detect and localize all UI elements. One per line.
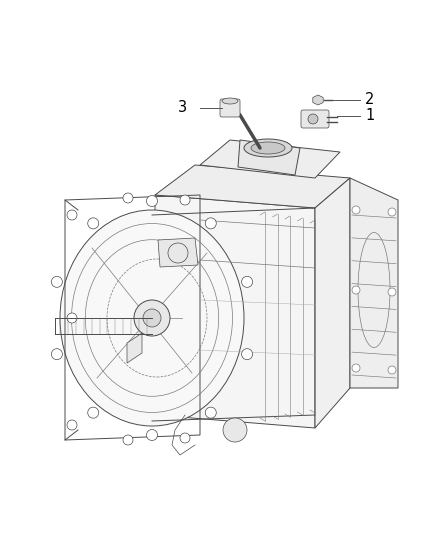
Circle shape [146, 430, 158, 440]
Polygon shape [155, 195, 315, 428]
Circle shape [168, 243, 188, 263]
Circle shape [223, 418, 247, 442]
Circle shape [67, 210, 77, 220]
Text: 2: 2 [365, 93, 374, 108]
Circle shape [67, 420, 77, 430]
Text: 3: 3 [178, 101, 187, 116]
Ellipse shape [222, 98, 238, 104]
Polygon shape [350, 178, 398, 388]
Text: 1: 1 [365, 109, 374, 124]
Circle shape [352, 364, 360, 372]
Polygon shape [158, 238, 198, 267]
Circle shape [242, 349, 253, 360]
Ellipse shape [244, 139, 292, 157]
Polygon shape [315, 178, 350, 428]
Circle shape [308, 114, 318, 124]
Ellipse shape [60, 210, 244, 426]
Circle shape [352, 206, 360, 214]
Circle shape [205, 218, 216, 229]
Circle shape [88, 218, 99, 229]
Circle shape [388, 288, 396, 296]
Polygon shape [155, 165, 350, 208]
Circle shape [123, 193, 133, 203]
FancyBboxPatch shape [220, 99, 240, 117]
Polygon shape [127, 333, 142, 363]
Circle shape [123, 435, 133, 445]
Circle shape [88, 407, 99, 418]
Circle shape [352, 286, 360, 294]
Circle shape [146, 196, 158, 206]
FancyBboxPatch shape [301, 110, 329, 128]
Circle shape [205, 407, 216, 418]
Circle shape [51, 276, 62, 287]
Polygon shape [238, 140, 300, 175]
Circle shape [388, 366, 396, 374]
Circle shape [143, 309, 161, 327]
Polygon shape [313, 95, 323, 105]
Circle shape [51, 349, 62, 360]
Circle shape [388, 208, 396, 216]
Circle shape [134, 300, 170, 336]
Polygon shape [200, 140, 340, 178]
Circle shape [180, 433, 190, 443]
Ellipse shape [251, 142, 285, 154]
Circle shape [242, 276, 253, 287]
Circle shape [180, 195, 190, 205]
Circle shape [67, 313, 77, 323]
